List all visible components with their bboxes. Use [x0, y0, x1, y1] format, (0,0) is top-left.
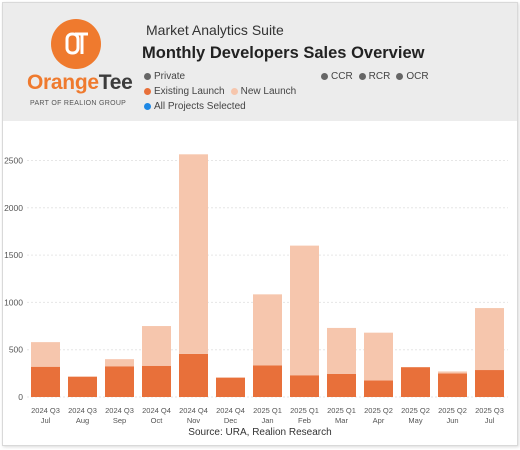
y-tick-label: 1000 — [4, 297, 23, 307]
market-filter[interactable]: Private — [144, 71, 185, 82]
y-tick-label: 0 — [18, 392, 23, 402]
bar-existing-launch — [253, 365, 282, 397]
x-tick-month-label: Dec — [224, 416, 238, 425]
bar-existing-launch — [68, 376, 97, 397]
bar-new-launch — [142, 326, 171, 366]
bar-new-launch — [364, 332, 393, 381]
bar-new-launch — [327, 327, 356, 374]
report-title: Monthly Developers Sales Overview — [142, 44, 425, 62]
x-tick-quarter-label: 2025 Q1 — [253, 406, 282, 415]
x-tick-month-label: Apr — [373, 416, 385, 425]
report-frame: OrangeTee PART OF REALION GROUP Market A… — [2, 2, 518, 446]
region-filters: CCR RCR OCR — [321, 71, 435, 82]
bar-existing-launch — [438, 373, 467, 397]
legend-swatch-icon — [144, 88, 151, 95]
x-tick-month-label: Sep — [113, 416, 126, 425]
x-tick-quarter-label: 2024 Q4 — [179, 406, 208, 415]
suite-title: Market Analytics Suite — [146, 22, 284, 38]
market-filter-dot-icon — [144, 73, 151, 80]
x-tick-month-label: Mar — [335, 416, 348, 425]
x-tick-quarter-label: 2025 Q2 — [401, 406, 430, 415]
region-label: CCR — [331, 71, 353, 82]
brand-name-part2: Tee — [98, 71, 133, 94]
x-tick-quarter-label: 2024 Q3 — [68, 406, 97, 415]
x-tick-quarter-label: 2025 Q2 — [364, 406, 393, 415]
bar-new-launch — [31, 342, 60, 367]
x-tick-month-label: Jun — [446, 416, 458, 425]
project-dot-icon — [144, 103, 151, 110]
report-header: OrangeTee PART OF REALION GROUP Market A… — [3, 3, 517, 121]
region-label: OCR — [406, 71, 429, 82]
x-tick-month-label: Nov — [187, 416, 201, 425]
x-tick-month-label: Jan — [261, 416, 273, 425]
x-tick-quarter-label: 2024 Q4 — [142, 406, 171, 415]
region-filter-rcr[interactable]: RCR — [358, 71, 391, 82]
brand-tagline: PART OF REALION GROUP — [30, 100, 127, 107]
region-dot-icon — [358, 73, 366, 80]
market-filter-label: Private — [154, 71, 186, 82]
y-tick-label: 1500 — [4, 250, 23, 260]
bar-existing-launch — [142, 365, 171, 397]
x-tick-month-label: Jul — [41, 416, 51, 425]
bars — [31, 154, 504, 397]
bar-new-launch — [290, 245, 319, 376]
bar-new-launch — [105, 359, 134, 367]
chart-area: 0 500 1000 1500 2000 2500 2024 Q3 Jul 2024 Q3 Au… — [3, 121, 517, 445]
y-axis: 0 500 1000 1500 2000 2500 — [4, 155, 23, 402]
x-tick-quarter-label: 2025 Q2 — [438, 406, 467, 415]
y-tick-label: 500 — [9, 345, 23, 355]
region-dot-icon — [396, 73, 404, 80]
logo-mark-icon — [65, 32, 88, 55]
x-tick-month-label: Jul — [485, 416, 495, 425]
x-tick-quarter-label: 2025 Q1 — [327, 406, 356, 415]
x-tick-month-label: May — [408, 416, 422, 425]
bar-existing-launch — [31, 366, 60, 397]
bar-existing-launch — [179, 353, 208, 397]
bar-existing-launch — [290, 375, 319, 397]
legend-existing-launch[interactable]: Existing Launch — [144, 86, 225, 97]
x-tick-quarter-label: 2025 Q3 — [475, 406, 504, 415]
x-tick-month-label: Aug — [76, 416, 89, 425]
legend-label: Existing Launch — [154, 86, 225, 97]
x-tick-quarter-label: 2024 Q3 — [31, 406, 60, 415]
orangetee-logo — [51, 19, 101, 69]
brand-name-part1: Orange — [27, 71, 99, 94]
region-filter-ccr[interactable]: CCR — [321, 71, 353, 82]
bar-existing-launch — [216, 377, 245, 397]
brand-name: OrangeTee — [27, 71, 133, 95]
bar-new-launch — [475, 308, 504, 371]
project-selection-label: All Projects Selected — [154, 101, 246, 112]
bar-existing-launch — [105, 366, 134, 397]
x-tick-month-label: Feb — [298, 416, 311, 425]
legend-new-launch[interactable]: New Launch — [230, 86, 297, 97]
region-filter-ocr[interactable]: OCR — [396, 71, 429, 82]
region-dot-icon — [321, 73, 328, 80]
bar-new-launch — [438, 371, 467, 374]
bar-existing-launch — [401, 367, 430, 397]
chart-legend: Existing Launch New Launch — [144, 86, 302, 97]
x-tick-quarter-label: 2025 Q1 — [290, 406, 319, 415]
y-tick-label: 2000 — [4, 203, 23, 213]
bar-existing-launch — [327, 373, 356, 397]
bar-new-launch — [253, 294, 282, 366]
y-tick-label: 2500 — [4, 155, 23, 165]
x-tick-quarter-label: 2024 Q4 — [216, 406, 245, 415]
project-selection[interactable]: All Projects Selected — [144, 101, 246, 112]
bar-existing-launch — [364, 380, 393, 397]
bar-new-launch — [179, 154, 208, 354]
source-note: Source: URA, Realion Research — [188, 427, 332, 438]
x-tick-month-label: Oct — [151, 416, 164, 425]
x-tick-quarter-label: 2024 Q3 — [105, 406, 134, 415]
region-label: RCR — [368, 71, 391, 82]
bar-existing-launch — [475, 370, 504, 397]
legend-swatch-icon — [230, 88, 238, 95]
legend-label: New Launch — [240, 86, 297, 97]
